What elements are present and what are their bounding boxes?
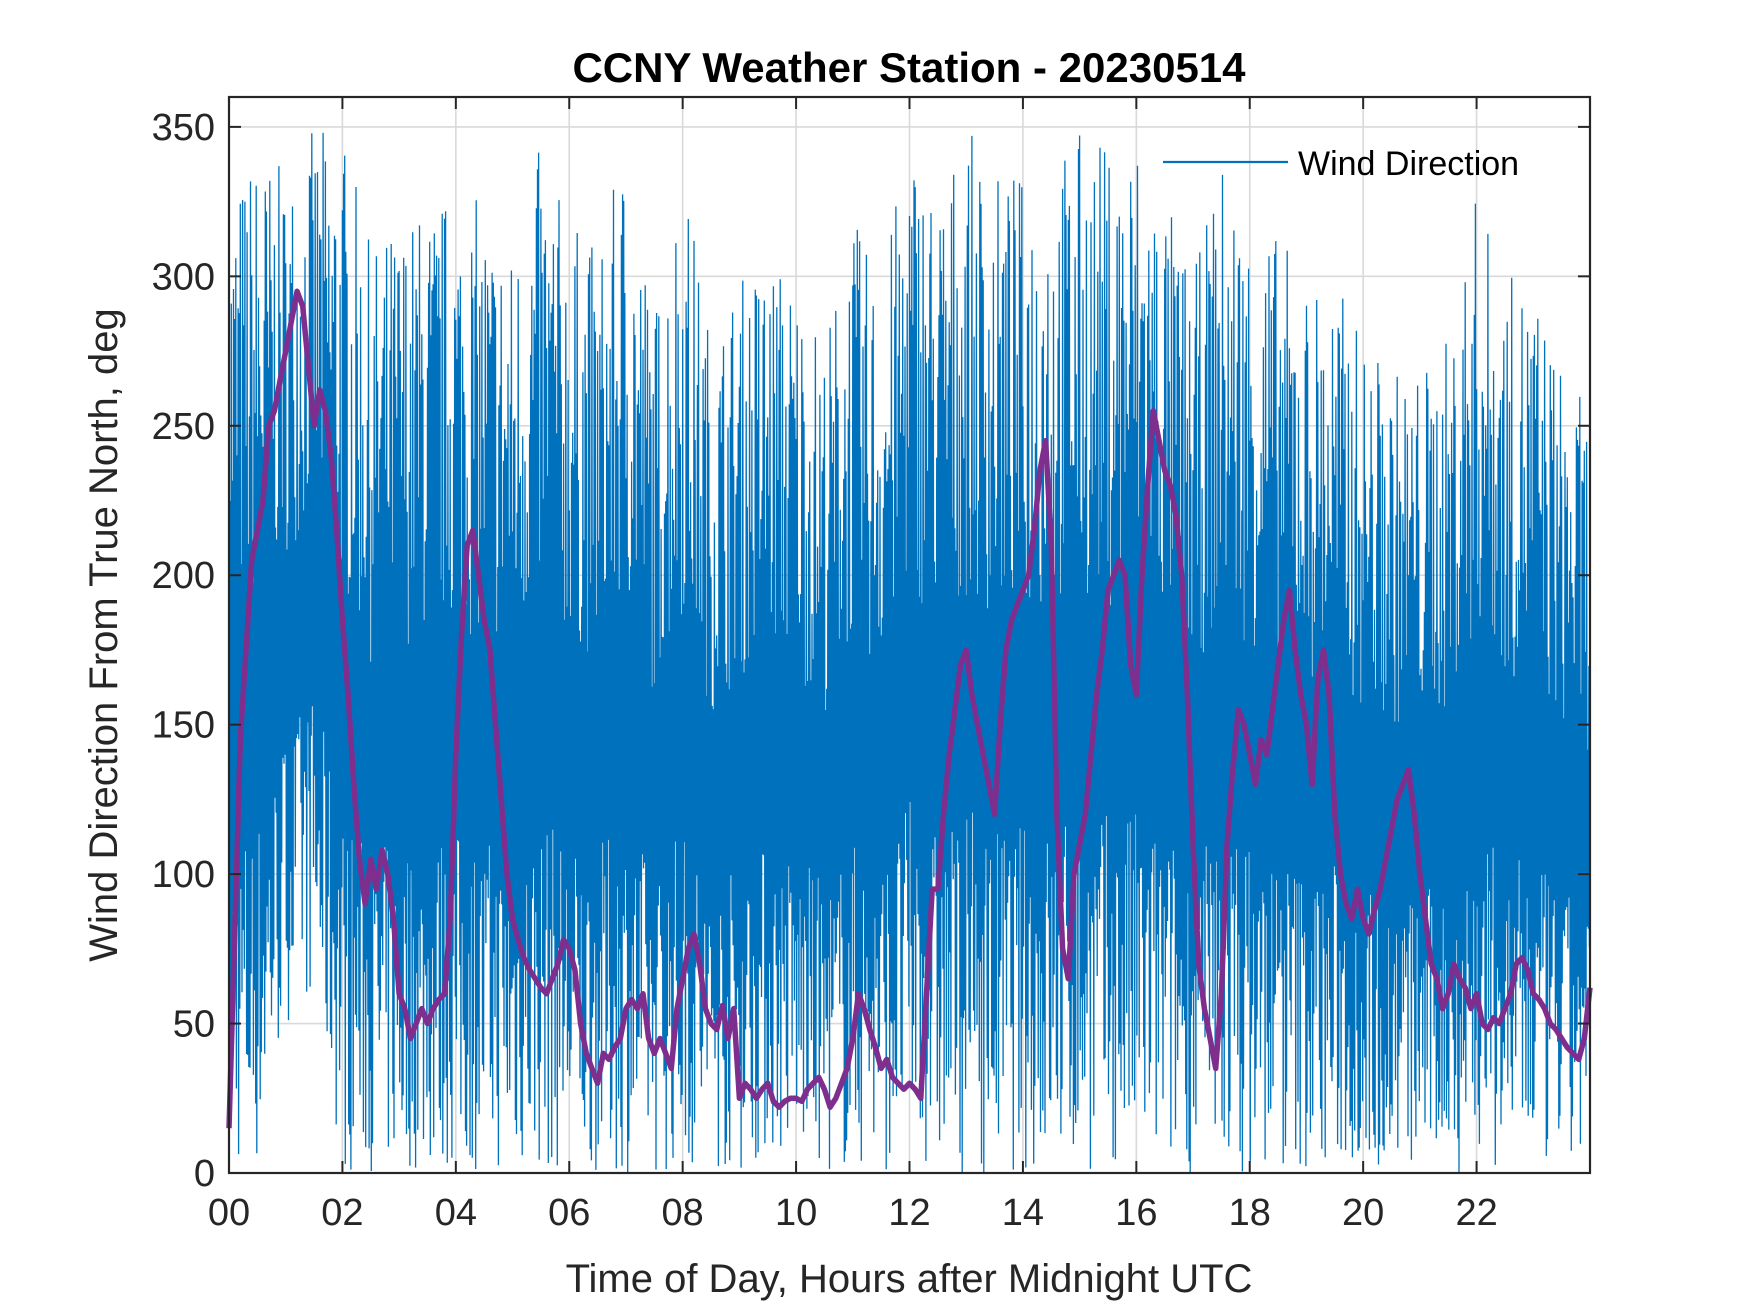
x-tick-label: 00 <box>208 1192 250 1234</box>
x-tick-label: 20 <box>1342 1192 1384 1234</box>
x-tick-label: 12 <box>888 1192 930 1234</box>
x-tick-label: 02 <box>321 1192 363 1234</box>
y-axis-label: Wind Direction From True North, deg <box>82 308 126 962</box>
y-tick-label: 150 <box>152 705 215 747</box>
y-tick-label: 200 <box>152 555 215 597</box>
x-tick-label: 16 <box>1115 1192 1157 1234</box>
x-axis-label: Time of Day, Hours after Midnight UTC <box>566 1257 1253 1301</box>
x-tick-label: 14 <box>1002 1192 1044 1234</box>
legend-label: Wind Direction <box>1298 145 1519 183</box>
x-tick-label: 04 <box>435 1192 477 1234</box>
x-tick-label: 22 <box>1455 1192 1497 1234</box>
x-tick-label: 18 <box>1229 1192 1271 1234</box>
chart-title: CCNY Weather Station - 20230514 <box>572 44 1246 91</box>
wind-direction-chart: 00 02 04 06 08 10 12 14 16 18 20 22 0 50 100 150 200 250… <box>0 0 1750 1313</box>
y-tick-label: 300 <box>152 256 215 298</box>
y-tick-label: 0 <box>194 1153 215 1195</box>
y-tick-label: 350 <box>152 107 215 149</box>
y-tick-label: 250 <box>152 406 215 448</box>
y-tick-label: 50 <box>173 1004 215 1046</box>
y-tick-label: 100 <box>152 854 215 896</box>
x-tick-label: 06 <box>548 1192 590 1234</box>
x-tick-label: 10 <box>775 1192 817 1234</box>
x-tick-label: 08 <box>662 1192 704 1234</box>
